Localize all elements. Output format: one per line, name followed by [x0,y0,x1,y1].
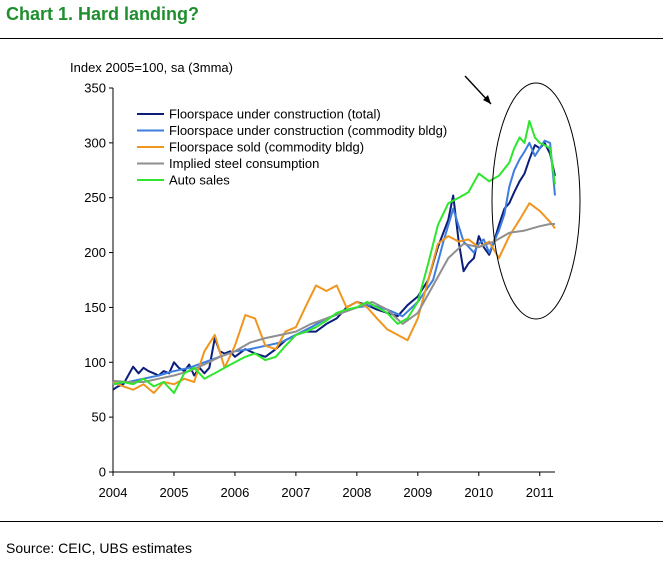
chart-legend: Floorspace under construction (total)Flo… [137,107,447,188]
y-tick-label: 300 [84,135,106,150]
chart-axes: 0 50 100 150 200 250 300 350 2004 2005 2006 2007 200… [84,81,555,500]
legend-label-3: Floorspace sold (commodity bldg) [169,140,364,155]
x-tick-label: 2007 [281,485,310,500]
x-tick-label: 2005 [160,485,189,500]
source-note: Source: CEIC, UBS estimates [6,540,192,556]
x-tick-label: 2008 [342,485,371,500]
y-tick-label: 150 [84,300,106,315]
chart-title: Chart 1. Hard landing? [6,4,200,24]
x-tick-label: 2006 [220,485,249,500]
x-tick-label: 2011 [526,485,554,500]
x-tick-label: 2010 [464,485,493,500]
y-tick-label: 200 [84,245,106,260]
series-line-4 [112,223,555,383]
series-line-5 [112,119,556,394]
y-axis-label: Index 2005=100, sa (3mma) [70,60,233,75]
source-divider [0,521,663,522]
legend-label-4: Implied steel consumption [169,156,319,171]
y-tick-label: 50 [92,410,106,425]
legend-label-5: Auto sales [169,173,230,188]
y-tick-label: 250 [84,190,106,205]
series-line-3 [112,202,556,394]
x-tick-label: 2004 [99,485,128,500]
chart-series [112,119,556,394]
y-tick-label: 0 [99,465,106,480]
chart-annotation [464,75,581,320]
title-divider [0,38,663,39]
y-tick-label: 100 [84,355,106,370]
y-tick-label: 350 [84,81,106,96]
annotation-arrowhead [483,95,491,104]
x-tick-label: 2009 [403,485,432,500]
chart: 0 50 100 150 200 250 300 350 2004 2005 2006 2007 200… [70,60,581,500]
highlight-ellipse [491,82,581,320]
legend-label-1: Floorspace under construction (total) [169,107,381,122]
legend-label-2: Floorspace under construction (commodity… [169,123,447,138]
